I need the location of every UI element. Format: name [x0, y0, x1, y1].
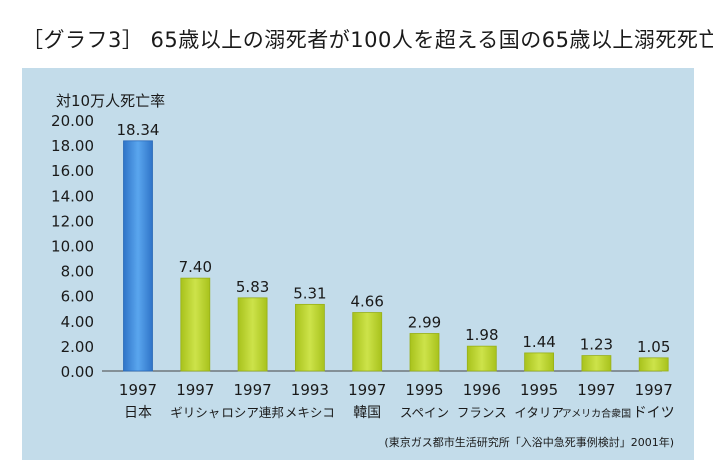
- x-tick-country: アメリカ合衆国: [562, 407, 632, 420]
- bar: [524, 352, 555, 372]
- bar: [237, 297, 268, 372]
- x-tick-country: 日本: [124, 405, 152, 421]
- x-tick-year: 1996: [463, 381, 501, 399]
- bar: [409, 333, 440, 372]
- bar-value-label: 18.34: [117, 121, 160, 139]
- bar: [352, 312, 383, 372]
- bar-value-label: 2.99: [408, 313, 441, 331]
- x-tick-country: メキシコ: [285, 405, 335, 420]
- x-tick-year: 1997: [119, 381, 157, 399]
- bar: [123, 140, 153, 372]
- y-tick-label: 4.00: [61, 313, 94, 331]
- bar-value-label: 1.98: [465, 326, 498, 344]
- x-tick-year: 1997: [577, 381, 615, 399]
- bar: [180, 277, 211, 372]
- y-tick-label: 0.00: [61, 363, 94, 381]
- x-tick-year: 1995: [405, 381, 443, 399]
- x-tick-country: ギリシャ: [170, 405, 220, 420]
- bar-value-label: 1.44: [522, 333, 555, 351]
- chart-panel: 対10万人死亡率 20.00 18.00 16.00 14.00 12.00 10.00 8…: [22, 68, 694, 460]
- y-tick-label: 10.00: [51, 238, 94, 256]
- y-tick-label: 18.00: [51, 137, 94, 155]
- bar-value-label: 1.05: [637, 338, 670, 356]
- x-tick-year: 1993: [291, 381, 329, 399]
- y-axis-label: 対10万人死亡率: [56, 92, 165, 110]
- x-tick-country: イタリア: [514, 405, 564, 420]
- x-tick-country: ドイツ: [633, 405, 675, 421]
- bar-value-label: 1.23: [580, 336, 613, 354]
- x-tick-country: ロシア連邦: [221, 405, 284, 420]
- bar-value-label: 5.83: [236, 278, 269, 296]
- x-tick-year: 1997: [635, 381, 673, 399]
- y-tick-label: 14.00: [51, 187, 94, 205]
- y-tick-label: 20.00: [51, 112, 94, 130]
- x-tick-year: 1997: [348, 381, 386, 399]
- y-tick-label: 6.00: [61, 288, 94, 306]
- bar: [466, 345, 497, 372]
- y-tick-label: 12.00: [51, 212, 94, 230]
- bar: [638, 357, 669, 372]
- bar-value-label: 5.31: [293, 284, 326, 302]
- bar-chart: 対10万人死亡率 20.00 18.00 16.00 14.00 12.00 10.00 8…: [51, 92, 675, 449]
- x-tick-country: フランス: [457, 405, 507, 420]
- y-axis-ticks: 20.00 18.00 16.00 14.00 12.00 10.00 8.00 6.00 4.…: [51, 112, 94, 381]
- source-note: (東京ガス都市生活研究所「入浴中急死事例検討」2001年): [384, 435, 674, 449]
- y-tick-label: 8.00: [61, 263, 94, 281]
- bars: 18.34 7.40 5.83 5.31 4.66 2.99 1.98 1.44 1.23 1.0…: [117, 121, 670, 372]
- y-tick-label: 2.00: [61, 338, 94, 356]
- bar: [294, 303, 325, 372]
- x-tick-year: 1997: [234, 381, 272, 399]
- bar: [581, 355, 612, 372]
- x-axis-labels: 1997 日本 1997 ギリシャ 1997 ロシア連邦 1993 メキシコ 1997 韓国 199…: [119, 381, 675, 421]
- y-tick-label: 16.00: [51, 162, 94, 180]
- x-tick-year: 1997: [176, 381, 214, 399]
- bar-value-label: 4.66: [350, 293, 383, 311]
- x-tick-country: スペイン: [400, 405, 449, 420]
- bar-value-label: 7.40: [179, 258, 212, 276]
- chart-title: ［グラフ3］ 65歳以上の溺死者が100人を超える国の65歳以上溺死死亡率: [22, 28, 713, 52]
- x-tick-year: 1995: [520, 381, 558, 399]
- x-tick-country: 韓国: [353, 405, 381, 421]
